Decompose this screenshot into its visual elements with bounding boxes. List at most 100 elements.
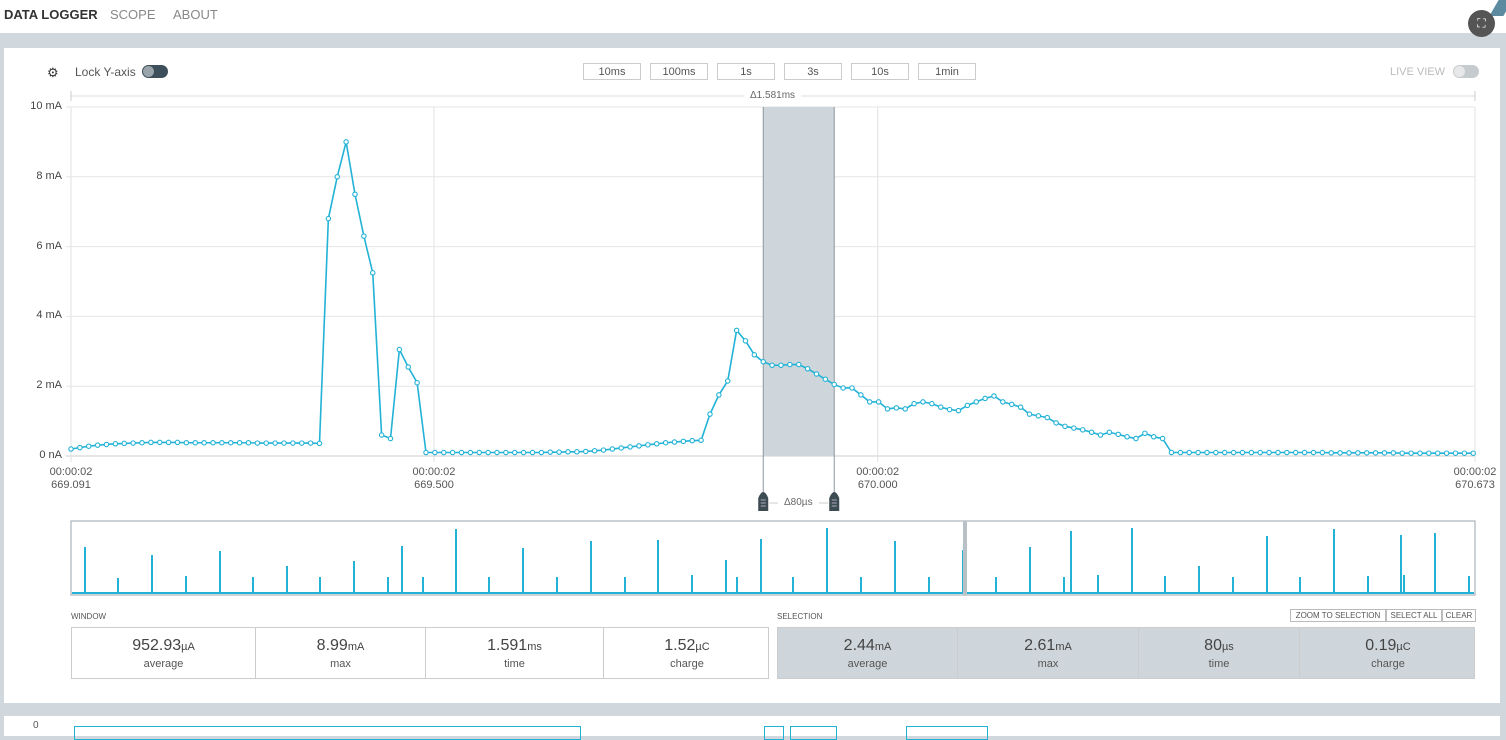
selection-handle-icon[interactable]: [758, 492, 769, 511]
stat-unit: µC: [695, 641, 710, 653]
stat-value: 0.19: [1365, 637, 1397, 654]
time-button-10s[interactable]: 10s: [851, 63, 909, 80]
window-label: WINDOW: [71, 612, 107, 621]
data-point: [1257, 449, 1263, 456]
stat-value: 2.44: [843, 637, 875, 654]
zoom-to-selection-button[interactable]: ZOOM TO SELECTION: [1290, 609, 1386, 622]
data-point: [787, 361, 793, 368]
stat-caption: time: [504, 658, 525, 670]
data-point: [1434, 450, 1441, 456]
data-point: [645, 442, 651, 448]
data-point: [529, 449, 536, 456]
data-point: [1106, 429, 1113, 436]
data-point: [183, 439, 190, 446]
data-point: [378, 432, 385, 438]
bottom-control[interactable]: [906, 726, 988, 740]
nav-data-logger[interactable]: DATA LOGGER: [4, 7, 98, 22]
data-point: [1213, 449, 1219, 456]
data-point: [627, 444, 633, 450]
data-point: [440, 449, 447, 456]
data-point: [1115, 431, 1121, 438]
stat-unit: ms: [527, 641, 542, 653]
selection-label: SELECTION: [777, 612, 823, 621]
data-point: [219, 439, 225, 446]
x-tick-time: 00:00:02: [49, 466, 93, 478]
time-button-1min[interactable]: 1min: [918, 63, 976, 80]
gear-icon[interactable]: ⚙: [47, 65, 59, 80]
data-point: [831, 381, 837, 388]
data-point: [316, 440, 323, 447]
data-point: [281, 440, 287, 446]
select-all-button[interactable]: SELECT ALL: [1386, 609, 1442, 622]
data-point: [298, 440, 305, 446]
data-point: [387, 435, 394, 442]
data-point: [449, 449, 456, 456]
clear-button[interactable]: CLEAR: [1442, 609, 1476, 622]
data-point: [1319, 449, 1326, 456]
data-point: [1124, 434, 1130, 440]
live-view-label: LIVE VIEW: [1390, 66, 1446, 78]
y-tick-label: 0 nA: [39, 449, 62, 461]
data-point: [458, 449, 465, 456]
data-point: [1363, 450, 1370, 456]
data-point: [991, 393, 997, 399]
data-point: [192, 439, 198, 446]
time-button-1s[interactable]: 1s: [717, 63, 775, 80]
data-point: [600, 447, 607, 453]
screen-capture-icon[interactable]: ⛶: [1468, 10, 1495, 37]
lock-y-axis-toggle[interactable]: [142, 65, 168, 78]
minimap-window-marker[interactable]: [963, 521, 967, 595]
stat-value: 2.61: [1024, 637, 1056, 654]
data-point: [1142, 430, 1148, 437]
window-stat-average: 952.93µA average: [72, 628, 256, 678]
selection-stat-average: 2.44mA average: [778, 628, 958, 678]
time-button-3s[interactable]: 3s: [784, 63, 842, 80]
data-point: [485, 449, 491, 456]
data-point: [618, 445, 624, 451]
overview-minimap[interactable]: [70, 520, 1476, 596]
data-point: [547, 449, 553, 455]
data-point: [760, 359, 766, 365]
data-point: [849, 385, 855, 391]
data-point: [77, 444, 83, 451]
data-point: [210, 439, 216, 446]
data-point: [121, 440, 127, 447]
data-point: [423, 449, 429, 456]
x-tick-time: 00:00:02: [856, 466, 900, 478]
data-point: [955, 407, 962, 414]
data-point: [1177, 449, 1184, 456]
data-point: [875, 399, 882, 405]
nav-scope[interactable]: SCOPE: [110, 7, 156, 22]
bottom-control[interactable]: [790, 726, 837, 740]
data-point: [272, 440, 278, 446]
time-button-10ms[interactable]: 10ms: [583, 63, 641, 80]
time-button-100ms[interactable]: 100ms: [650, 63, 708, 80]
y-tick-label: 4 mA: [36, 309, 62, 322]
data-point: [307, 440, 314, 446]
window-stats: 952.93µA average 8.99mA max 1.591ms time 1.52µ…: [71, 627, 769, 679]
selection-handle-icon[interactable]: [829, 492, 840, 511]
nav-about[interactable]: ABOUT: [173, 7, 218, 22]
data-point: [1062, 423, 1068, 430]
bottom-control[interactable]: [764, 726, 784, 740]
data-point: [85, 443, 92, 449]
bottom-slider[interactable]: [74, 726, 581, 740]
selection-stat-charge: 0.19µC charge: [1300, 628, 1476, 678]
data-point: [369, 270, 376, 276]
live-view-toggle[interactable]: [1453, 65, 1479, 78]
selection-stats: 2.44mA average 2.61mA max 80µs time 0.19µC char…: [777, 627, 1475, 679]
stat-unit: µA: [181, 641, 195, 653]
data-point: [432, 449, 438, 456]
data-point: [689, 437, 695, 444]
data-point: [1079, 427, 1086, 433]
stat-value: 8.99: [316, 637, 348, 654]
data-point: [352, 191, 358, 198]
top-nav: DATA LOGGER SCOPE ABOUT ⛶: [0, 0, 1506, 37]
data-point: [325, 215, 332, 222]
data-point: [964, 402, 971, 409]
data-point: [414, 379, 420, 386]
y-tick-label: 6 mA: [36, 239, 62, 252]
data-point: [1017, 404, 1024, 410]
data-point: [343, 139, 349, 145]
